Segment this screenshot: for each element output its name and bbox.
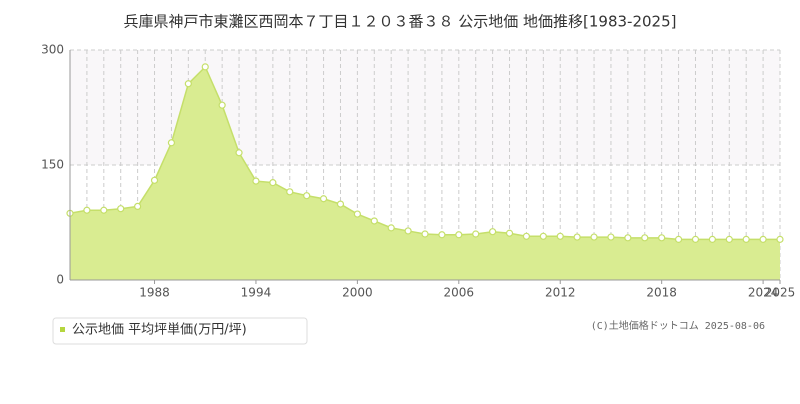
point — [522, 232, 531, 240]
x-tick-label: 2024 — [748, 286, 779, 300]
x-tick-label: 2012 — [545, 286, 576, 300]
point — [269, 179, 277, 187]
chart-title: 兵庫県神戸市東灘区西岡本７丁目１２０３番３８ 公示地価 地価推移[1983-20… — [123, 13, 676, 31]
x-tick-label: 2025 — [765, 286, 796, 300]
legend: 公示地価 平均坪単価(万円/坪) — [52, 317, 308, 345]
point — [319, 195, 328, 203]
x-tick-label: 1994 — [241, 286, 272, 300]
area — [70, 66, 780, 280]
point — [252, 177, 260, 185]
point — [556, 232, 564, 240]
point — [404, 227, 412, 235]
y-tick-label: 0 — [56, 273, 64, 287]
point — [353, 210, 361, 218]
y-tick-label: 300 — [41, 43, 64, 57]
point — [117, 205, 125, 213]
legend-swatch — [60, 327, 65, 332]
x-tick-label: 1988 — [139, 286, 170, 300]
point — [725, 235, 733, 243]
point — [472, 230, 480, 238]
point — [455, 231, 463, 239]
point — [218, 101, 226, 109]
x-tick-label: 2000 — [342, 286, 373, 300]
point — [235, 149, 243, 157]
point — [150, 176, 159, 184]
point — [624, 234, 632, 242]
point — [184, 80, 192, 88]
point — [303, 192, 311, 200]
point — [286, 188, 294, 196]
x-tick-label: 2006 — [444, 286, 475, 300]
point — [658, 234, 666, 242]
point — [539, 232, 547, 240]
copyright: (C)土地価格ドットコム 2025-08-06 — [591, 319, 765, 332]
point — [201, 63, 209, 71]
point — [83, 206, 91, 214]
point — [573, 233, 581, 241]
legend-box — [52, 317, 308, 345]
legend-label: 公示地価 平均坪単価(万円/坪) — [72, 322, 247, 338]
point — [607, 233, 615, 241]
point — [776, 235, 784, 243]
point — [438, 231, 446, 239]
point — [100, 206, 108, 214]
point — [489, 228, 497, 236]
point — [759, 235, 767, 243]
point — [134, 202, 142, 210]
point — [674, 235, 683, 243]
y-tick-label: 150 — [41, 158, 64, 172]
point — [336, 200, 345, 208]
point — [421, 230, 429, 238]
point — [742, 235, 750, 243]
point — [167, 139, 176, 147]
x-tick-label: 2018 — [646, 286, 677, 300]
point — [505, 229, 514, 237]
point — [641, 234, 649, 242]
point — [691, 235, 700, 243]
point — [708, 235, 716, 243]
point — [387, 224, 395, 232]
point — [370, 217, 378, 225]
point — [590, 233, 598, 241]
